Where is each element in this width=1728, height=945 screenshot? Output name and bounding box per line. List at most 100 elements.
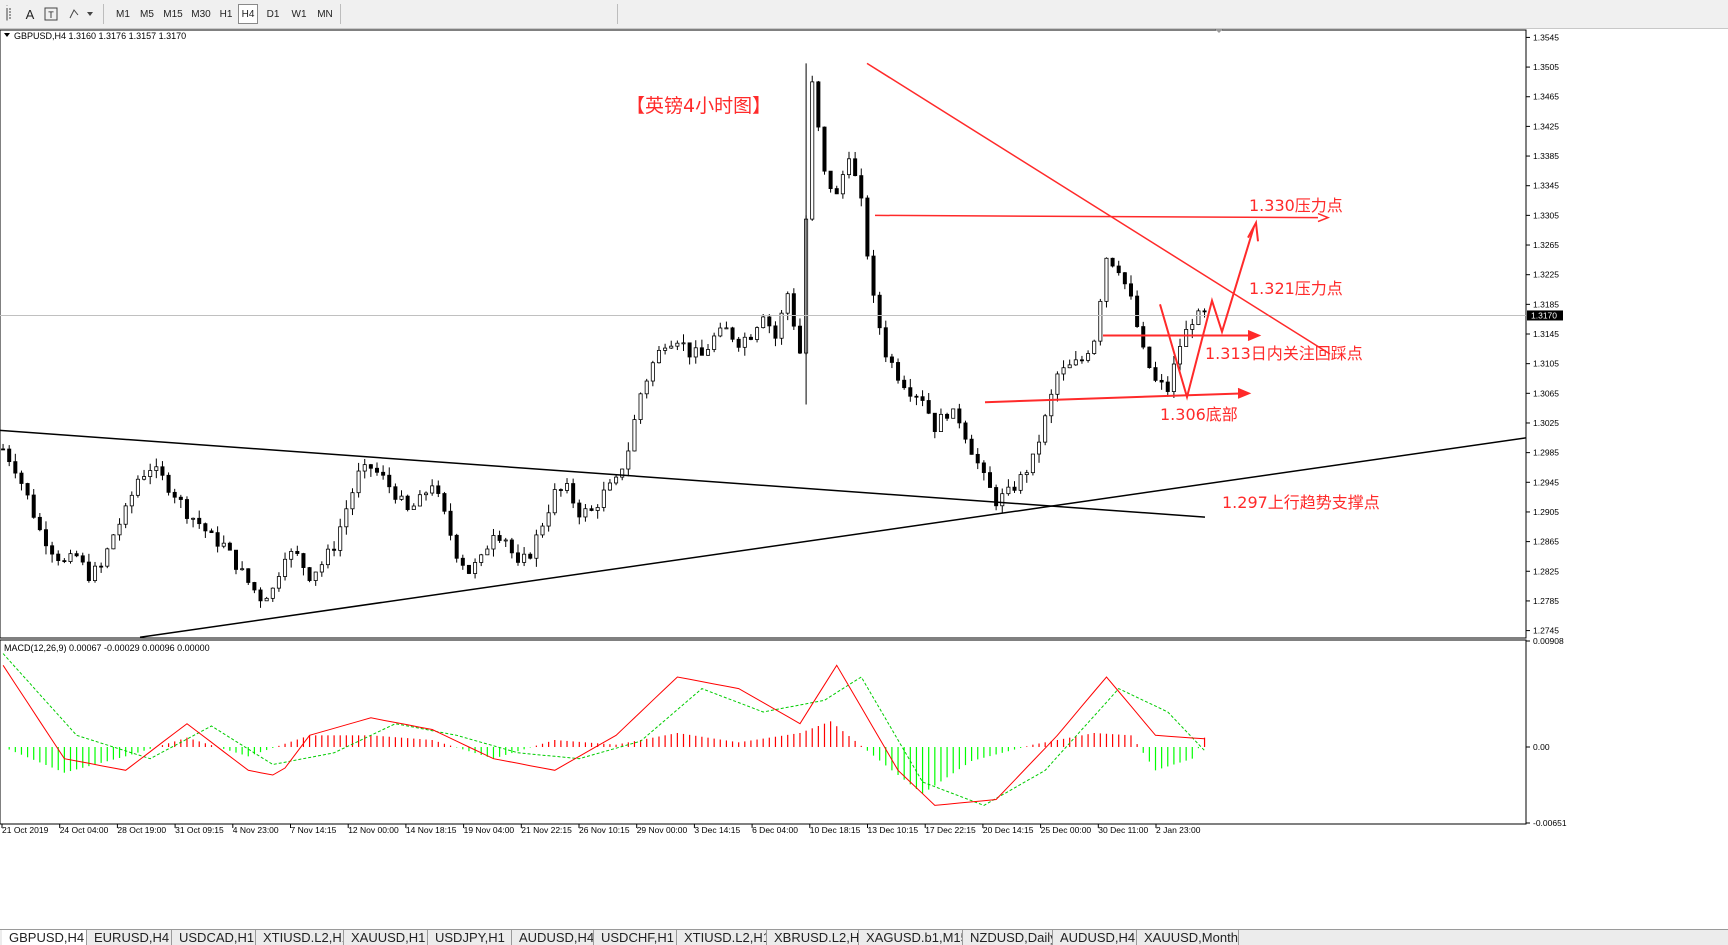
chart-tab[interactable]: USDCAD,H1	[172, 930, 256, 945]
candle-body	[1141, 326, 1146, 348]
price-tick-label: 1.2945	[1533, 477, 1559, 487]
candle-body	[142, 476, 147, 480]
candle-body	[209, 530, 214, 534]
candle-body	[810, 81, 815, 220]
candle-body	[840, 174, 845, 195]
resistance-line-1330[interactable]	[874, 214, 1319, 219]
candle-body	[577, 502, 582, 518]
chart-tab[interactable]: AUDUSD,H4	[512, 930, 594, 945]
candle-body	[1135, 295, 1140, 327]
candle-body	[938, 413, 943, 432]
descending-trendline[interactable]	[0, 429, 1206, 518]
time-tick-label: 12 Nov 00:00	[348, 825, 399, 835]
candle-body	[80, 555, 85, 563]
candle-body	[1006, 486, 1011, 495]
macd-tick-label: 0.00	[1533, 742, 1550, 752]
shapes-icon[interactable]	[66, 4, 96, 24]
candle-body	[1153, 367, 1158, 381]
price-tick-label: 1.2905	[1533, 507, 1559, 517]
candle-body	[607, 482, 612, 491]
chart-dropdown-icon[interactable]	[4, 33, 10, 37]
candle-body	[362, 464, 367, 472]
arrow-head-icon	[1237, 387, 1252, 399]
candle-body	[558, 489, 563, 491]
ascending-trendline[interactable]	[139, 437, 1527, 639]
timeframe-m1-button[interactable]: M1	[116, 8, 130, 20]
chart-tab[interactable]: NZDUSD,Daily	[963, 930, 1053, 945]
price-chart[interactable]: 1.3545 1.3505 1.3465 1.3425 1.3385 1.3345 1.33…	[0, 29, 1728, 929]
candle-body	[191, 517, 196, 520]
candle-body	[614, 476, 619, 484]
time-tick-label: 3 Dec 14:15	[694, 825, 740, 835]
candle-body	[693, 347, 698, 358]
candle-body	[460, 557, 465, 566]
chart-tab[interactable]: USDJPY,H1	[428, 930, 512, 945]
candle-body	[184, 499, 189, 519]
chart-tab[interactable]: XTIUSD.L2,H1	[677, 930, 767, 945]
candle-body	[1073, 359, 1078, 366]
candle-body	[338, 526, 343, 551]
text-label-icon[interactable]: T	[42, 4, 60, 24]
candle-body	[319, 564, 324, 573]
timeframe-m5-button[interactable]: M5	[140, 8, 154, 20]
chart-tab[interactable]: AUDUSD,H4	[1053, 930, 1137, 945]
candle-body	[31, 494, 36, 518]
candle-body	[908, 387, 913, 397]
candle-body	[847, 158, 852, 176]
vertical-line-icon[interactable]	[0, 4, 20, 24]
timeframe-m15-button[interactable]: M15	[163, 8, 183, 20]
bottom-line-1306[interactable]	[984, 392, 1245, 404]
timeframe-m30-button[interactable]: M30	[191, 8, 211, 20]
candle-body	[387, 474, 392, 488]
red-descending-trendline[interactable]	[866, 62, 1331, 355]
candle-body	[129, 494, 134, 507]
candle-body	[123, 505, 128, 525]
candle-body	[56, 553, 61, 561]
chart-tab[interactable]: EURUSD,H4	[87, 930, 172, 945]
price-tick-label: 1.3465	[1533, 92, 1559, 102]
chart-tab[interactable]: XAUUSD,H1	[344, 930, 428, 945]
timeframe-mn-button[interactable]: MN	[317, 8, 333, 20]
macd-main-line	[2, 664, 1205, 806]
candle-body	[442, 493, 447, 512]
timeframe-h4-button[interactable]: H4	[238, 4, 258, 24]
time-tick-label: 14 Nov 18:15	[406, 825, 457, 835]
chart-area[interactable]: 1.3545 1.3505 1.3465 1.3425 1.3385 1.3345 1.33…	[0, 29, 1728, 944]
timeframe-h1-button[interactable]: H1	[219, 8, 233, 20]
candle-body	[522, 553, 527, 563]
chart-tabs-bar: GBPUSD,H4 EURUSD,H4 USDCAD,H1 XTIUSD.L2,H1 X…	[0, 929, 1728, 945]
candle-body	[430, 485, 435, 494]
text-tool-icon[interactable]: A	[25, 6, 35, 22]
candle-body	[669, 345, 674, 349]
candle-body	[644, 380, 649, 395]
chart-tab[interactable]: XTIUSD.L2,H1	[256, 930, 344, 945]
candle-body	[785, 293, 790, 314]
chart-shift-marker[interactable]	[1215, 29, 1223, 33]
candle-body	[19, 472, 24, 484]
chart-tab[interactable]: XBRUSD.L2,H1	[767, 930, 859, 945]
candle-body	[368, 464, 373, 469]
price-tick-label: 1.3065	[1533, 388, 1559, 398]
candle-body	[332, 548, 337, 551]
arrow-head-icon	[1247, 219, 1259, 242]
time-tick-label: 10 Dec 18:15	[810, 825, 861, 835]
candle-body	[356, 470, 361, 494]
candle-body	[1092, 340, 1097, 354]
candle-body	[1079, 359, 1084, 362]
candle-body	[828, 170, 833, 189]
candle-body	[1, 448, 6, 451]
chart-tab[interactable]: GBPUSD,H4	[2, 930, 87, 945]
candle-body	[565, 483, 570, 491]
time-tick-label: 30 Dec 11:00	[1098, 825, 1148, 835]
timeframe-w1-button[interactable]: W1	[291, 8, 307, 20]
timeframe-d1-button[interactable]: D1	[266, 8, 280, 20]
candle-body	[994, 487, 999, 507]
chart-tab[interactable]: XAGUSD.b1,M15	[859, 930, 963, 945]
chart-tab[interactable]: USDCHF,H1	[594, 930, 677, 945]
candle-body	[1098, 300, 1103, 342]
chart-toolbar: A T M1 M5 M15 M30 H1 H4 D1 W1 MN	[0, 0, 1728, 29]
price-tick-label: 1.3345	[1533, 181, 1559, 191]
candle-body	[399, 495, 404, 500]
candle-body	[374, 467, 379, 473]
chart-tab[interactable]: XAUUSD,Monthly	[1137, 930, 1239, 945]
